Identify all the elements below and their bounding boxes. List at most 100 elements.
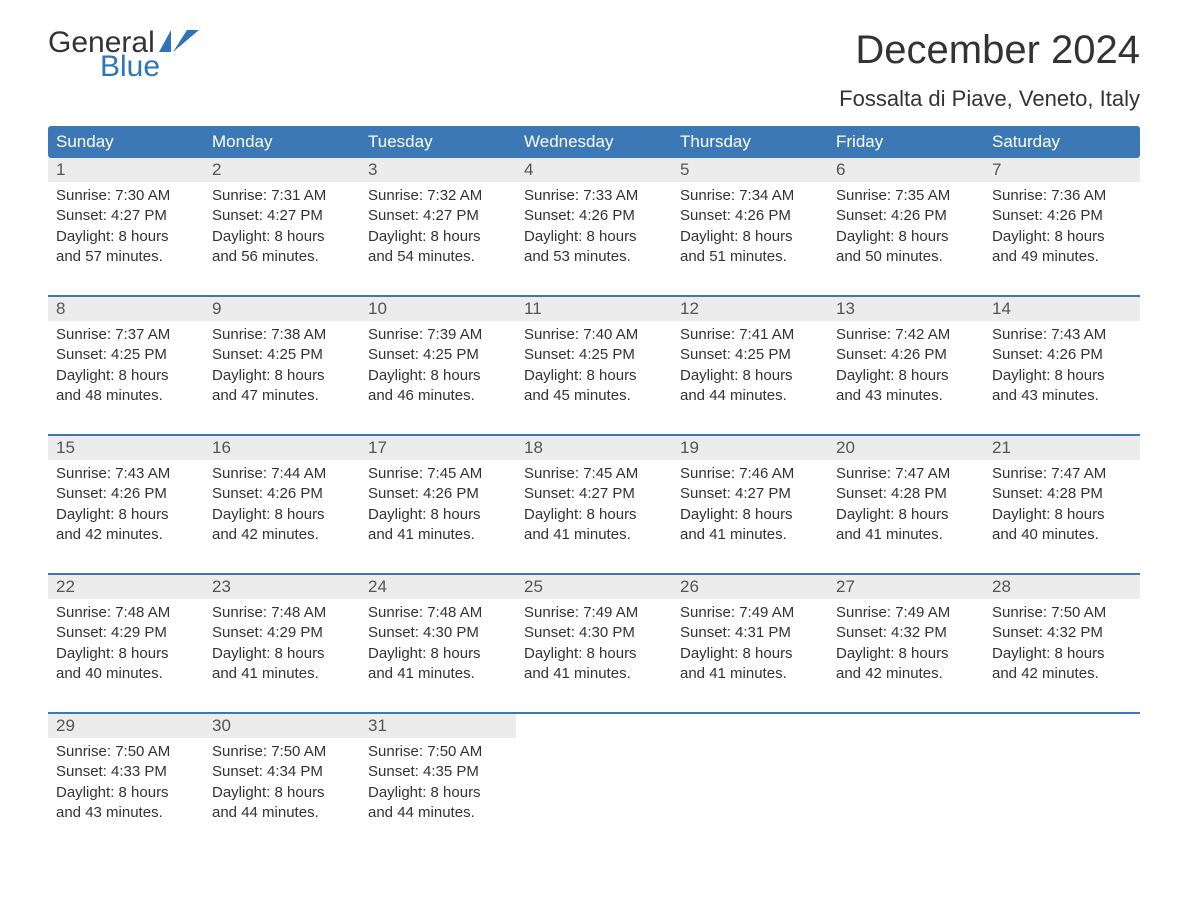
day-number: 15 (48, 436, 204, 460)
week-row: 29Sunrise: 7:50 AMSunset: 4:33 PMDayligh… (48, 712, 1140, 833)
day-details: Sunrise: 7:45 AMSunset: 4:27 PMDaylight:… (524, 464, 664, 545)
day-line: Daylight: 8 hours (680, 227, 820, 247)
day-cell: 5Sunrise: 7:34 AMSunset: 4:26 PMDaylight… (672, 158, 828, 277)
day-line: and 44 minutes. (368, 803, 508, 823)
day-number: 23 (204, 575, 360, 599)
day-details: Sunrise: 7:43 AMSunset: 4:26 PMDaylight:… (56, 464, 196, 545)
day-line: Daylight: 8 hours (992, 227, 1132, 247)
day-line: and 41 minutes. (524, 525, 664, 545)
day-cell (984, 714, 1140, 833)
day-line: and 41 minutes. (680, 664, 820, 684)
day-line: Sunset: 4:27 PM (524, 484, 664, 504)
day-number: 9 (204, 297, 360, 321)
day-details: Sunrise: 7:35 AMSunset: 4:26 PMDaylight:… (836, 186, 976, 267)
day-cell: 26Sunrise: 7:49 AMSunset: 4:31 PMDayligh… (672, 575, 828, 694)
day-line: Sunset: 4:27 PM (56, 206, 196, 226)
day-line: and 42 minutes. (212, 525, 352, 545)
day-line: Sunrise: 7:30 AM (56, 186, 196, 206)
day-line: Sunset: 4:32 PM (992, 623, 1132, 643)
day-line: Sunset: 4:25 PM (212, 345, 352, 365)
day-cell: 2Sunrise: 7:31 AMSunset: 4:27 PMDaylight… (204, 158, 360, 277)
day-line: Sunset: 4:26 PM (680, 206, 820, 226)
day-line: and 54 minutes. (368, 247, 508, 267)
day-line: Daylight: 8 hours (836, 227, 976, 247)
week-row: 1Sunrise: 7:30 AMSunset: 4:27 PMDaylight… (48, 158, 1140, 277)
day-line: Sunset: 4:26 PM (212, 484, 352, 504)
day-details: Sunrise: 7:44 AMSunset: 4:26 PMDaylight:… (212, 464, 352, 545)
day-line: Sunset: 4:26 PM (992, 206, 1132, 226)
day-line: and 44 minutes. (680, 386, 820, 406)
day-details: Sunrise: 7:30 AMSunset: 4:27 PMDaylight:… (56, 186, 196, 267)
day-line: Daylight: 8 hours (212, 783, 352, 803)
day-line: Daylight: 8 hours (680, 505, 820, 525)
day-cell (516, 714, 672, 833)
day-line: Sunrise: 7:48 AM (368, 603, 508, 623)
day-line: Sunrise: 7:47 AM (992, 464, 1132, 484)
day-line: and 44 minutes. (212, 803, 352, 823)
day-number: 3 (360, 158, 516, 182)
day-cell: 19Sunrise: 7:46 AMSunset: 4:27 PMDayligh… (672, 436, 828, 555)
day-cell: 29Sunrise: 7:50 AMSunset: 4:33 PMDayligh… (48, 714, 204, 833)
day-line: Daylight: 8 hours (368, 366, 508, 386)
day-line: Sunrise: 7:43 AM (992, 325, 1132, 345)
day-cell: 22Sunrise: 7:48 AMSunset: 4:29 PMDayligh… (48, 575, 204, 694)
day-cell: 28Sunrise: 7:50 AMSunset: 4:32 PMDayligh… (984, 575, 1140, 694)
day-cell: 12Sunrise: 7:41 AMSunset: 4:25 PMDayligh… (672, 297, 828, 416)
day-line: and 51 minutes. (680, 247, 820, 267)
day-cell: 27Sunrise: 7:49 AMSunset: 4:32 PMDayligh… (828, 575, 984, 694)
day-line: Sunset: 4:25 PM (524, 345, 664, 365)
day-line: Sunset: 4:25 PM (680, 345, 820, 365)
day-cell: 31Sunrise: 7:50 AMSunset: 4:35 PMDayligh… (360, 714, 516, 833)
day-line: Sunrise: 7:37 AM (56, 325, 196, 345)
day-line: Sunset: 4:26 PM (836, 345, 976, 365)
day-number: 20 (828, 436, 984, 460)
day-details: Sunrise: 7:47 AMSunset: 4:28 PMDaylight:… (836, 464, 976, 545)
day-number: 19 (672, 436, 828, 460)
day-number: 2 (204, 158, 360, 182)
day-cell: 17Sunrise: 7:45 AMSunset: 4:26 PMDayligh… (360, 436, 516, 555)
day-line: Sunset: 4:31 PM (680, 623, 820, 643)
day-line: Sunrise: 7:50 AM (56, 742, 196, 762)
day-cell (672, 714, 828, 833)
day-line: Daylight: 8 hours (368, 227, 508, 247)
day-line: Sunset: 4:35 PM (368, 762, 508, 782)
day-line: Daylight: 8 hours (56, 644, 196, 664)
day-line: and 46 minutes. (368, 386, 508, 406)
day-details: Sunrise: 7:49 AMSunset: 4:30 PMDaylight:… (524, 603, 664, 684)
day-number: 24 (360, 575, 516, 599)
week-row: 15 Sunrise: 7:43 AMSunset: 4:26 PMDayligh… (48, 434, 1140, 555)
day-number: 13 (828, 297, 984, 321)
day-number: 7 (984, 158, 1140, 182)
day-cell: 1 Sunrise: 7:30 AMSunset: 4:27 PMDaylight… (48, 158, 204, 277)
day-number: 16 (204, 436, 360, 460)
day-details: Sunrise: 7:33 AMSunset: 4:26 PMDaylight:… (524, 186, 664, 267)
day-cell: 23Sunrise: 7:48 AMSunset: 4:29 PMDayligh… (204, 575, 360, 694)
day-line: Sunset: 4:33 PM (56, 762, 196, 782)
day-line: Daylight: 8 hours (212, 505, 352, 525)
day-details: Sunrise: 7:50 AMSunset: 4:35 PMDaylight:… (368, 742, 508, 823)
day-number: 27 (828, 575, 984, 599)
day-line: and 43 minutes. (56, 803, 196, 823)
day-line: and 40 minutes. (56, 664, 196, 684)
day-cell: 15 Sunrise: 7:43 AMSunset: 4:26 PMDayligh… (48, 436, 204, 555)
day-line: Sunset: 4:25 PM (56, 345, 196, 365)
day-number: 1 (48, 158, 204, 182)
day-line: Daylight: 8 hours (836, 505, 976, 525)
day-line: Daylight: 8 hours (56, 366, 196, 386)
day-details: Sunrise: 7:42 AMSunset: 4:26 PMDaylight:… (836, 325, 976, 406)
day-line: Sunrise: 7:47 AM (836, 464, 976, 484)
day-line: Sunrise: 7:42 AM (836, 325, 976, 345)
week-row: 8Sunrise: 7:37 AMSunset: 4:25 PMDaylight… (48, 295, 1140, 416)
day-number: 10 (360, 297, 516, 321)
day-number: 21 (984, 436, 1140, 460)
day-line: Daylight: 8 hours (212, 227, 352, 247)
day-line: Sunrise: 7:50 AM (368, 742, 508, 762)
day-cell: 7Sunrise: 7:36 AMSunset: 4:26 PMDaylight… (984, 158, 1140, 277)
day-line: Sunrise: 7:35 AM (836, 186, 976, 206)
day-line: Sunset: 4:26 PM (836, 206, 976, 226)
day-number: 8 (48, 297, 204, 321)
day-line: Sunset: 4:29 PM (212, 623, 352, 643)
day-number: 12 (672, 297, 828, 321)
calendar: SundayMondayTuesdayWednesdayThursdayFrid… (48, 126, 1140, 833)
day-line: Daylight: 8 hours (680, 366, 820, 386)
